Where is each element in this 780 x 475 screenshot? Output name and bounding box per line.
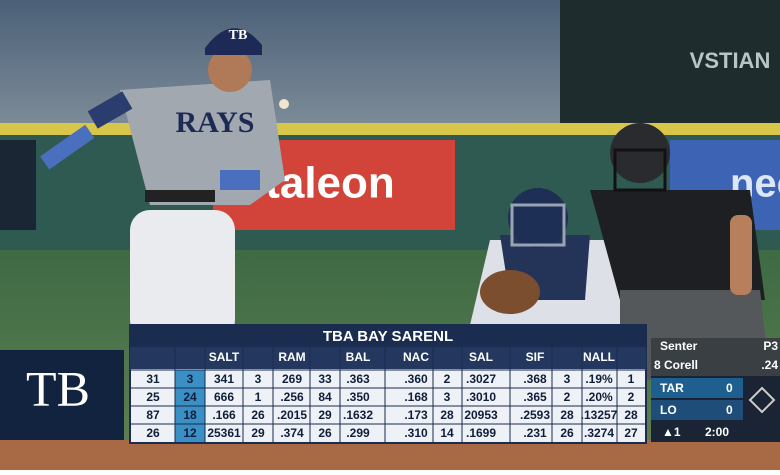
table-cell: .3274 <box>584 426 614 440</box>
batter-avg: .24 <box>761 358 778 372</box>
table-cell: .363 <box>346 372 370 386</box>
table-cell: .19% <box>585 372 613 386</box>
table-cell: 2 <box>628 390 635 404</box>
table-cell: 26 <box>318 426 332 440</box>
clock: 2:00 <box>705 425 729 439</box>
table-cell: .365 <box>523 390 547 404</box>
table-title-bar <box>130 325 646 347</box>
table-cell: 666 <box>214 390 234 404</box>
stand-sign: VSTIAN <box>690 48 771 73</box>
column-header: BAL <box>346 350 371 364</box>
table-cell: 28 <box>560 408 574 422</box>
table-cell: 28 <box>624 408 638 422</box>
bases <box>748 386 776 414</box>
team-score: 0 <box>726 381 733 395</box>
table-cell: .166 <box>212 408 236 422</box>
jersey-text: RAYS <box>176 106 255 139</box>
table-cell: 269 <box>282 372 302 386</box>
table-title: TBA BAY SARENL <box>323 328 453 345</box>
highlight-cell <box>175 406 205 424</box>
table-cell: 3 <box>187 372 194 386</box>
table-cell: .2015 <box>277 408 307 422</box>
table-cell: 2 <box>444 372 451 386</box>
batter: TB RAYS <box>40 28 289 340</box>
table-cell: .350 <box>346 390 370 404</box>
helmet-text: TB <box>229 28 248 43</box>
table-cell: .374 <box>280 426 304 440</box>
table-cell: 14 <box>440 426 454 440</box>
table-cell: 84 <box>318 390 332 404</box>
wall-trim <box>0 123 780 135</box>
table-cell: .310 <box>404 426 428 440</box>
column-header: SIF <box>526 350 545 364</box>
team-name: TAR <box>660 381 684 395</box>
table-header-bar <box>130 347 646 369</box>
table-cell: 87 <box>146 408 160 422</box>
team-score: 0 <box>726 403 733 417</box>
stand-wall <box>560 0 780 125</box>
table-cell: .1699 <box>466 426 496 440</box>
table-cell: 25361 <box>207 426 241 440</box>
table-cell: .2593 <box>520 408 550 422</box>
table-cell: .20% <box>585 390 613 404</box>
inning: ▲1 <box>662 425 681 439</box>
table-cell: 27 <box>624 426 638 440</box>
pitch-count: P3 <box>763 339 778 353</box>
ball <box>279 99 289 109</box>
table-cell: .173 <box>404 408 428 422</box>
table-cell: 25 <box>146 390 160 404</box>
column-header: SAL <box>469 350 493 364</box>
table-cell: 3 <box>255 372 262 386</box>
column-header: SALT <box>209 350 240 364</box>
table-cell: 28 <box>440 408 454 422</box>
table-cell: 1 <box>255 390 262 404</box>
wall-panel <box>0 140 36 230</box>
table-cell: 2 <box>564 390 571 404</box>
table-cell: .368 <box>523 372 547 386</box>
column-header: NALL <box>583 350 615 364</box>
table-cell: 24 <box>183 390 197 404</box>
table-cell: .3010 <box>466 390 496 404</box>
scoreboard-info <box>651 338 780 376</box>
highlight-cell <box>175 370 205 388</box>
table-cell: 341 <box>214 372 234 386</box>
catcher <box>470 188 630 325</box>
red-sign-text: taleon <box>265 159 395 208</box>
table-cell: 33 <box>318 372 332 386</box>
team-row <box>651 400 743 420</box>
team-logo: TB <box>26 360 90 416</box>
table-cell: 29 <box>251 426 265 440</box>
table-cell: 29 <box>318 408 332 422</box>
table-cell: 20953 <box>464 408 498 422</box>
table-cell: 3 <box>564 372 571 386</box>
team-row <box>651 378 743 398</box>
table-cell: 3 <box>444 390 451 404</box>
batter-name: 8 Corell <box>654 358 698 372</box>
table-cell: 26 <box>146 426 160 440</box>
table-cell: .360 <box>404 372 428 386</box>
highlight-cell <box>175 424 205 442</box>
dirt <box>0 440 780 470</box>
column-header: RAM <box>278 350 305 364</box>
table-cell: 31 <box>146 372 160 386</box>
table-cell: .231 <box>523 426 547 440</box>
team-name: LO <box>660 403 677 417</box>
table-cell: 12 <box>183 426 197 440</box>
table-cell: .256 <box>280 390 304 404</box>
pitcher: Senter <box>660 339 698 353</box>
table-cell: .1632 <box>343 408 373 422</box>
logo-box <box>0 350 124 440</box>
table-cell: 26 <box>560 426 574 440</box>
column-header: NAC <box>403 350 429 364</box>
highlight-cell <box>175 388 205 406</box>
table-cell: 1 <box>628 372 635 386</box>
table-cell: 18 <box>183 408 197 422</box>
table-cell: .299 <box>346 426 370 440</box>
table-cell: 26 <box>251 408 265 422</box>
table-cell: .13257 <box>581 408 618 422</box>
table-cell: .168 <box>404 390 428 404</box>
table-cell: .3027 <box>466 372 496 386</box>
